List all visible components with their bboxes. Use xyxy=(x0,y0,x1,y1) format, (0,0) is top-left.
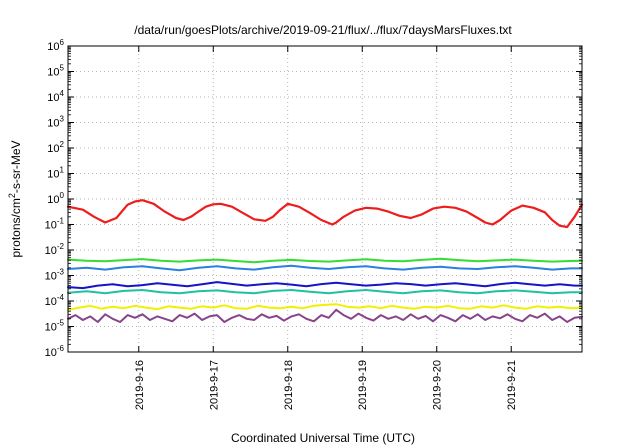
grid-lines xyxy=(68,46,582,352)
y-tick-label: 10-6 xyxy=(45,344,65,359)
y-tick-exponent: 0 xyxy=(60,191,65,200)
y-tick-exponent: 6 xyxy=(60,38,65,47)
series-lines xyxy=(66,199,584,323)
x-axis-label: Coordinated Universal Time (UTC) xyxy=(231,431,415,445)
y-tick-exponent: -2 xyxy=(57,242,65,251)
series-line-1 xyxy=(66,199,584,229)
y-tick-mantissa: 10 xyxy=(47,194,59,206)
y-tick-label: 101 xyxy=(47,166,64,181)
y-tick-label: 100 xyxy=(47,191,64,206)
y-tick-mantissa: 10 xyxy=(45,271,57,283)
y-tick-mantissa: 10 xyxy=(47,118,59,130)
y-tick-exponent: -5 xyxy=(57,319,65,328)
y-tick-mantissa: 10 xyxy=(47,169,59,181)
x-tick-label: 2019-9-21 xyxy=(506,360,518,410)
series-line-4 xyxy=(67,281,583,290)
y-tick-mantissa: 10 xyxy=(47,143,59,155)
y-tick-label: 102 xyxy=(47,140,64,155)
y-tick-label: 106 xyxy=(47,38,64,53)
chart-title: /data/run/goesPlots/archive/2019-09-21/f… xyxy=(134,23,512,37)
y-tick-label: 10-5 xyxy=(45,319,65,334)
x-tick-label: 2019-9-19 xyxy=(357,360,369,410)
series-line-5 xyxy=(67,289,583,295)
y-tick-label: 10-2 xyxy=(45,242,65,257)
y-tick-mantissa: 10 xyxy=(45,322,57,334)
y-tick-mantissa: 10 xyxy=(45,220,57,232)
y-tick-exponent: 5 xyxy=(60,64,65,73)
y-axis-ticks: 10610510410310210110010-110-210-310-410-… xyxy=(45,38,582,359)
x-tick-label: 2019-9-16 xyxy=(134,360,146,410)
y-tick-mantissa: 10 xyxy=(47,92,59,104)
x-axis-ticks: 2019-9-16 2019-9-17 2019-9-18 2019-9-19 2019… xyxy=(134,46,518,410)
y-tick-label: 103 xyxy=(47,115,64,130)
series-line-7 xyxy=(67,308,583,323)
y-tick-exponent: -4 xyxy=(57,293,65,302)
x-tick-label: 2019-9-17 xyxy=(208,360,220,410)
y-tick-exponent: -1 xyxy=(57,217,65,226)
series-line-3 xyxy=(67,264,583,272)
y-tick-exponent: 4 xyxy=(60,89,65,98)
x-tick-label: 2019-9-18 xyxy=(283,360,295,410)
y-tick-exponent: 3 xyxy=(60,115,65,124)
y-tick-exponent: 1 xyxy=(60,166,65,175)
y-tick-label: 10-1 xyxy=(45,217,65,232)
y-tick-exponent: -3 xyxy=(57,268,65,277)
series-line-6 xyxy=(67,303,583,311)
y-tick-exponent: 2 xyxy=(60,140,65,149)
y-tick-label: 10-3 xyxy=(45,268,65,283)
y-tick-mantissa: 10 xyxy=(45,296,57,308)
y-tick-label: 10-4 xyxy=(45,293,65,308)
series-line-2 xyxy=(67,257,583,264)
x-tick-label: 2019-9-20 xyxy=(432,360,444,410)
y-tick-mantissa: 10 xyxy=(47,67,59,79)
y-tick-mantissa: 10 xyxy=(45,347,57,359)
y-axis-label-prefix: protons/cm xyxy=(9,198,23,257)
y-tick-label: 105 xyxy=(47,64,64,79)
y-tick-mantissa: 10 xyxy=(47,41,59,53)
y-axis-label: protons/cm2-s-sr-MeV xyxy=(7,140,23,257)
y-tick-mantissa: 10 xyxy=(45,245,57,257)
y-tick-label: 104 xyxy=(47,89,64,104)
y-axis-label-sup: 2 xyxy=(7,193,17,198)
y-tick-exponent: -6 xyxy=(57,344,65,353)
y-axis-label-suffix: -s-sr-MeV xyxy=(9,140,23,193)
